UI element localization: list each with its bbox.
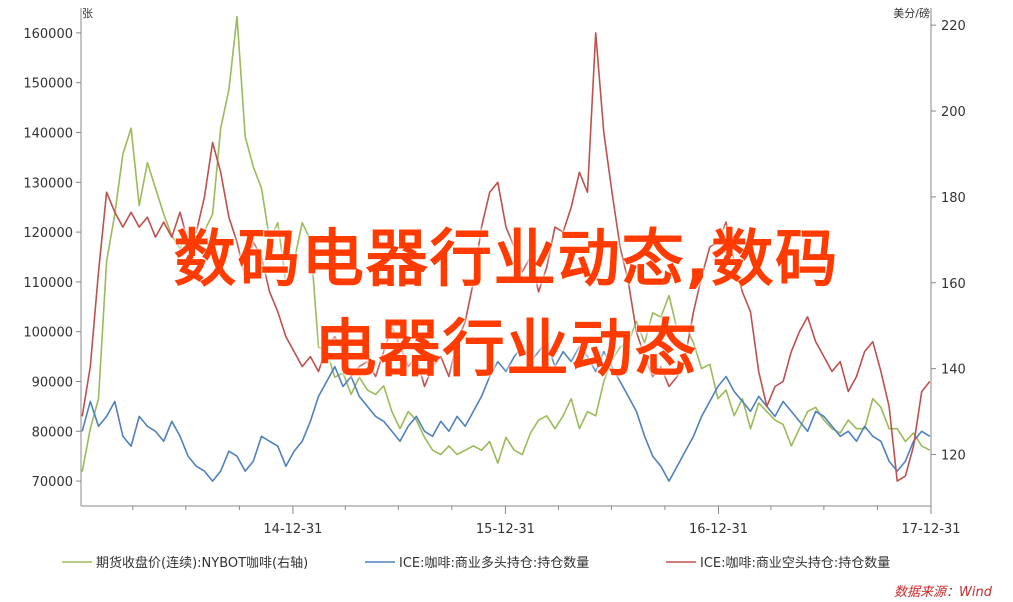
right-tick-label: 220 bbox=[941, 19, 966, 34]
x-tick-group: 14-12-31 15-12-31 16-12-31 17-12-31 bbox=[263, 506, 961, 537]
legend-label-red: ICE:咖啡:商业空头持仓:持仓数量 bbox=[700, 556, 890, 571]
right-tick-label: 160 bbox=[941, 277, 966, 292]
series-line-commercial-long bbox=[81, 340, 931, 482]
x-tick-label: 15-12-31 bbox=[476, 522, 535, 537]
right-tick-label: 120 bbox=[941, 448, 966, 463]
x-tick-label: 16-12-31 bbox=[689, 522, 748, 537]
left-tick-label: 100000 bbox=[23, 326, 73, 341]
left-tick-label: 80000 bbox=[32, 425, 73, 440]
series-line-commercial-short bbox=[81, 32, 931, 482]
x-minor-tick-group bbox=[132, 506, 878, 510]
left-tick-label: 110000 bbox=[23, 276, 73, 291]
legend: 期货收盘价(连续):NYBOT咖啡(右轴) ICE:咖啡:商业多头持仓:持仓数量… bbox=[62, 555, 890, 571]
legend-item-blue: ICE:咖啡:商业多头持仓:持仓数量 bbox=[365, 555, 589, 571]
data-source-label: 数据来源：Wind bbox=[894, 585, 993, 600]
left-tick-label: 90000 bbox=[32, 376, 73, 391]
overlay-title-line-1: 数码电器行业动态,数码 bbox=[173, 222, 840, 295]
left-tick-label: 70000 bbox=[32, 475, 73, 490]
right-tick-label: 180 bbox=[941, 191, 966, 206]
left-tick-label: 160000 bbox=[23, 27, 73, 42]
legend-label-green: 期货收盘价(连续):NYBOT咖啡(右轴) bbox=[96, 555, 308, 571]
left-tick-group: 70000 80000 90000 100000 110000 120000 130000 1… bbox=[23, 27, 81, 490]
axes bbox=[80, 8, 932, 507]
series-line-futures-close bbox=[81, 15, 931, 472]
legend-item-green: 期货收盘价(连续):NYBOT咖啡(右轴) bbox=[62, 555, 308, 571]
left-tick-label: 120000 bbox=[23, 226, 73, 241]
left-tick-label: 140000 bbox=[23, 127, 73, 142]
right-axis-unit: 美分/磅 bbox=[893, 6, 930, 20]
series-lines bbox=[81, 15, 931, 482]
right-tick-label: 140 bbox=[941, 363, 966, 378]
x-tick-label: 14-12-31 bbox=[263, 522, 322, 537]
x-tick-label: 17-12-31 bbox=[901, 522, 960, 537]
left-tick-label: 150000 bbox=[23, 77, 73, 92]
legend-label-blue: ICE:咖啡:商业多头持仓:持仓数量 bbox=[399, 555, 589, 571]
right-tick-label: 200 bbox=[941, 105, 966, 120]
overlay-title-line-2: 电器行业动态 bbox=[314, 312, 699, 385]
legend-item-red: ICE:咖啡:商业空头持仓:持仓数量 bbox=[666, 556, 890, 571]
left-axis-unit: 张 bbox=[82, 7, 93, 20]
right-tick-group: 120 140 160 180 200 220 bbox=[931, 19, 966, 463]
left-tick-label: 130000 bbox=[23, 176, 73, 191]
